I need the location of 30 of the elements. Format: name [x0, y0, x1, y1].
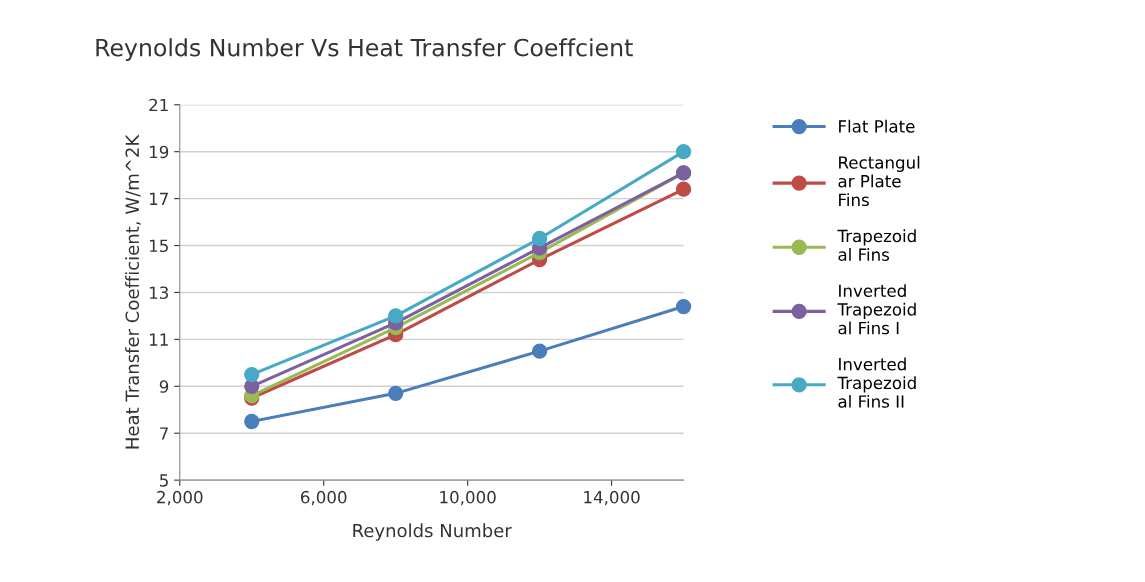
y-tick-label: 11: [149, 333, 168, 346]
point: [388, 308, 404, 324]
y-tick-label: 15: [149, 239, 168, 253]
point: [675, 298, 692, 315]
y-tick-label: 17: [149, 192, 168, 205]
y-tick-label: 9: [159, 380, 169, 393]
legend-label: Flat Plate: [839, 119, 915, 133]
x-tick-label: 10,000: [440, 490, 496, 506]
y-axis-title: Heat Transfer Coefficient, W/m^2K: [125, 134, 141, 449]
x-tick-label: 2,000: [157, 490, 203, 506]
legend-label: Inverted Trapezoid al Fins II: [837, 357, 916, 408]
chart-title: Reynolds Number Vs Heat Transfer Coeffcient: [96, 38, 633, 62]
y-tick-label: 5: [160, 474, 168, 487]
point: [531, 343, 548, 359]
y-tick-label: 19: [149, 145, 169, 159]
legend-label: Inverted Trapezoid al Fins I: [837, 284, 916, 335]
y-tick-label: 13: [149, 286, 169, 300]
legend-label: Trapezoid al Fins: [837, 229, 916, 261]
point: [244, 413, 260, 430]
x-axis-title: Reynolds Number: [353, 523, 512, 541]
point: [244, 366, 260, 383]
x-tick-label: 6,000: [301, 490, 347, 506]
x-tick-label: 14,000: [584, 490, 640, 506]
y-tick-label: 21: [149, 98, 168, 112]
point: [675, 144, 692, 160]
point: [675, 181, 692, 197]
y-tick-label: 7: [160, 427, 168, 440]
point: [388, 385, 404, 401]
point: [531, 230, 548, 247]
legend-label: Rectangul ar Plate Fins: [838, 155, 920, 207]
